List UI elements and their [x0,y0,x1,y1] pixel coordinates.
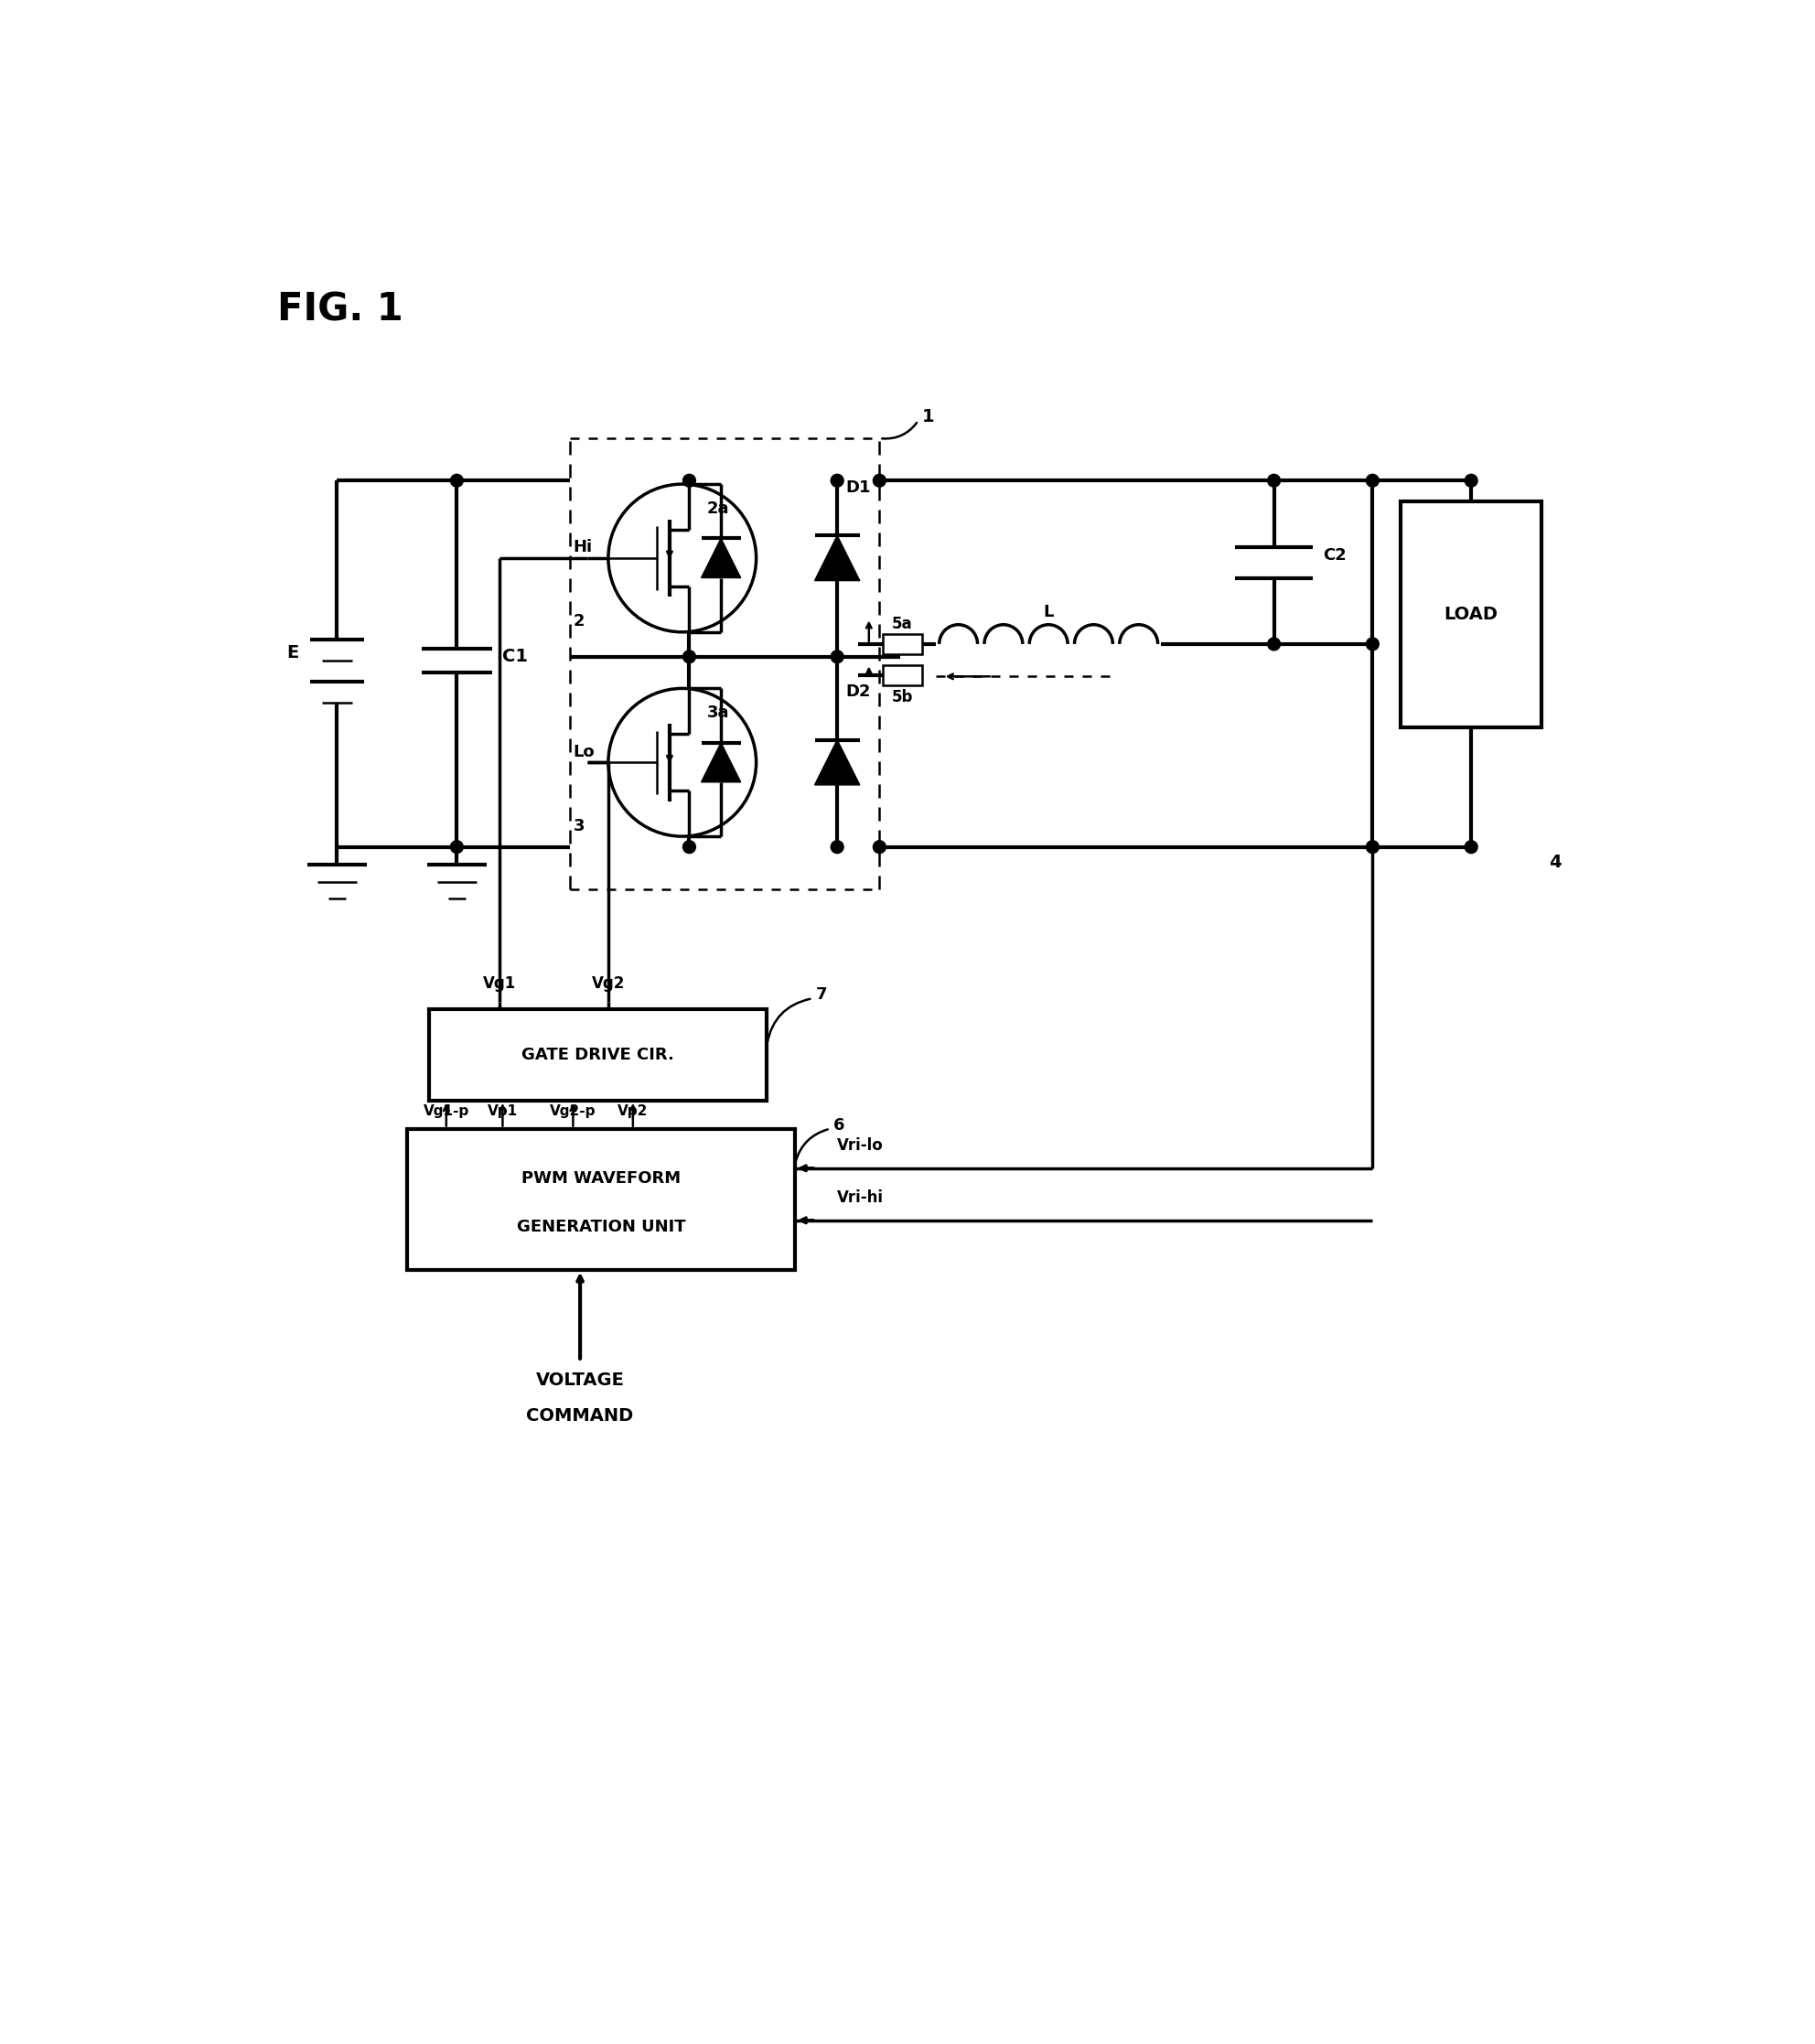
Text: Vg1-p: Vg1-p [423,1104,470,1118]
Text: COMMAND: COMMAND [526,1406,633,1425]
Text: GENERATION UNIT: GENERATION UNIT [517,1218,686,1237]
Circle shape [682,650,695,662]
Text: LOAD: LOAD [1445,605,1497,623]
Circle shape [1267,638,1280,650]
Text: Lo: Lo [574,744,595,760]
Text: C1: C1 [503,648,528,666]
Text: Hi: Hi [574,540,592,556]
Bar [882,634,922,654]
Circle shape [682,474,695,486]
Text: 4: 4 [1548,854,1561,871]
Text: D1: D1 [846,480,871,497]
Text: D2: D2 [846,683,871,701]
Text: 5b: 5b [891,689,913,705]
Bar [428,1010,766,1100]
Text: E: E [287,644,298,662]
Bar [1401,501,1541,728]
Text: 2: 2 [574,613,584,630]
Circle shape [450,474,463,486]
Text: Vp1: Vp1 [488,1104,517,1118]
Polygon shape [815,740,860,785]
Bar [882,664,922,685]
Text: 2a: 2a [706,501,730,517]
Text: Vp2: Vp2 [617,1104,648,1118]
Circle shape [873,474,886,486]
Text: 3a: 3a [706,705,730,722]
Text: PWM WAVEFORM: PWM WAVEFORM [521,1169,681,1186]
Circle shape [831,840,844,852]
Text: Vri-hi: Vri-hi [837,1190,884,1206]
Circle shape [1465,474,1477,486]
Circle shape [1465,840,1477,852]
Text: Vri-lo: Vri-lo [837,1139,884,1155]
Circle shape [682,840,695,852]
Text: FIG. 1: FIG. 1 [278,290,403,329]
Polygon shape [815,536,860,580]
Text: GATE DRIVE CIR.: GATE DRIVE CIR. [521,1047,673,1063]
Polygon shape [701,538,741,578]
Circle shape [1267,474,1280,486]
Circle shape [1367,638,1379,650]
Polygon shape [701,742,741,783]
Text: Vg1: Vg1 [483,975,515,991]
Circle shape [450,840,463,852]
Bar [408,1128,795,1269]
Text: 6: 6 [833,1116,846,1134]
Circle shape [873,840,886,852]
Text: 3: 3 [574,818,584,834]
Text: 5a: 5a [891,615,913,632]
Text: Vg2-p: Vg2-p [550,1104,595,1118]
Circle shape [831,650,844,662]
Circle shape [831,474,844,486]
Text: VOLTAGE: VOLTAGE [535,1372,624,1390]
Text: 1: 1 [922,409,935,425]
Text: L: L [1044,605,1055,621]
Text: C2: C2 [1323,548,1347,564]
Circle shape [1367,474,1379,486]
Text: Vg2: Vg2 [592,975,624,991]
Text: 7: 7 [817,987,828,1004]
Circle shape [1367,840,1379,852]
